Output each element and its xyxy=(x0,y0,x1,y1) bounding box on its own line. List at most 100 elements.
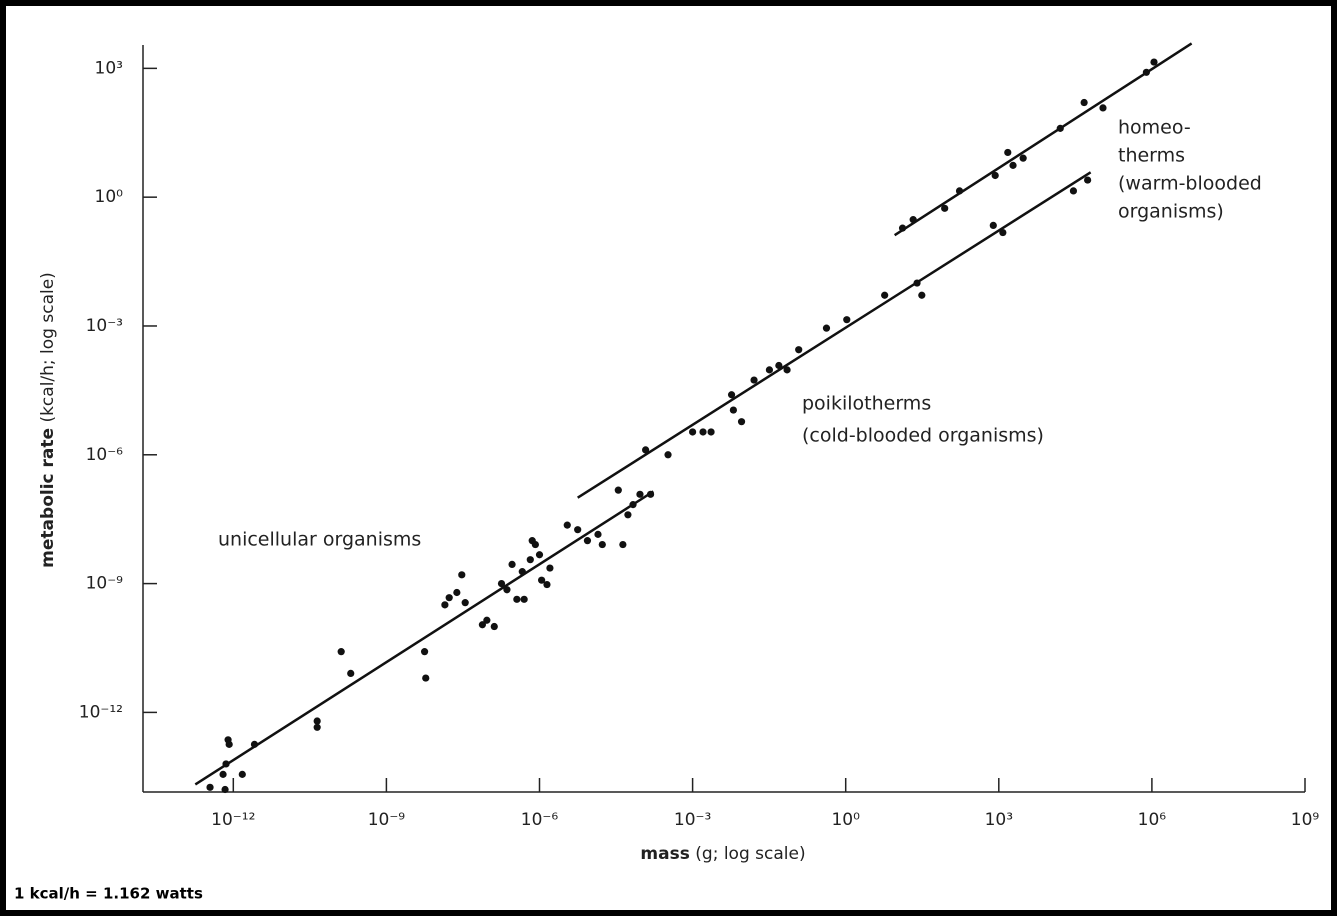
data-point xyxy=(956,187,963,194)
data-point xyxy=(594,531,601,538)
data-point xyxy=(707,428,714,435)
x-tick-label: 10⁶ xyxy=(1138,810,1167,830)
data-point xyxy=(999,229,1006,236)
data-point xyxy=(689,428,696,435)
data-point xyxy=(699,428,706,435)
x-tick-label: 10⁻¹² xyxy=(211,810,255,830)
data-point xyxy=(636,491,643,498)
data-point xyxy=(1081,99,1088,106)
data-point xyxy=(239,771,246,778)
annotation: organisms) xyxy=(1118,201,1224,223)
data-point xyxy=(521,596,528,603)
data-point xyxy=(458,571,465,578)
x-tick-label: 10³ xyxy=(985,810,1013,830)
data-point xyxy=(446,594,453,601)
data-point xyxy=(519,568,526,575)
y-tick-label: 10⁻⁹ xyxy=(86,574,124,594)
x-tick-label: 10⁻³ xyxy=(674,810,711,830)
x-tick-label: 10⁰ xyxy=(831,810,860,830)
data-point xyxy=(347,670,354,677)
data-point xyxy=(730,406,737,413)
data-point xyxy=(647,491,654,498)
data-point xyxy=(453,589,460,596)
data-point xyxy=(527,556,534,563)
data-point xyxy=(881,292,888,299)
data-point xyxy=(913,279,920,286)
x-tick-label: 10⁹ xyxy=(1291,810,1320,830)
data-point xyxy=(251,741,258,748)
data-point xyxy=(615,487,622,494)
data-point xyxy=(843,316,850,323)
y-tick-label: 10⁻¹² xyxy=(79,702,123,722)
data-point xyxy=(421,648,428,655)
y-tick-label: 10⁰ xyxy=(95,187,124,207)
data-point xyxy=(221,786,228,793)
data-point xyxy=(422,674,429,681)
data-point xyxy=(498,580,505,587)
data-point xyxy=(532,541,539,548)
x-tick-label: 10⁻⁶ xyxy=(521,810,559,830)
data-point xyxy=(783,366,790,373)
data-point xyxy=(206,784,213,791)
data-point xyxy=(910,216,917,223)
data-point xyxy=(1070,187,1077,194)
y-label-main: metabolic rate xyxy=(38,428,58,568)
data-point xyxy=(462,599,469,606)
data-point xyxy=(664,451,671,458)
data-point xyxy=(642,446,649,453)
data-point xyxy=(314,724,321,731)
data-point xyxy=(738,418,745,425)
y-tick-label: 10⁻³ xyxy=(86,316,123,336)
data-point xyxy=(1004,149,1011,156)
data-point xyxy=(564,522,571,529)
chart: metabolic rate (kcal/h; log scale) mass … xyxy=(6,6,1331,910)
fit-line xyxy=(578,172,1091,497)
y-tick-label: 10³ xyxy=(95,58,123,78)
data-point xyxy=(1150,58,1157,65)
data-point xyxy=(624,511,631,518)
data-point xyxy=(543,581,550,588)
data-point xyxy=(599,541,606,548)
x-label-unit: (g; log scale) xyxy=(695,844,805,864)
annotation: therms xyxy=(1118,145,1185,167)
annotation: homeo- xyxy=(1118,117,1191,139)
data-point xyxy=(795,346,802,353)
data-point xyxy=(513,596,520,603)
data-point xyxy=(1084,176,1091,183)
data-point xyxy=(775,362,782,369)
x-tick-label: 10⁻⁹ xyxy=(368,810,406,830)
data-point xyxy=(629,501,636,508)
data-point xyxy=(546,564,553,571)
data-point xyxy=(574,526,581,533)
data-point xyxy=(766,366,773,373)
data-point xyxy=(918,292,925,299)
data-point xyxy=(750,376,757,383)
data-point xyxy=(508,561,515,568)
data-point xyxy=(219,771,226,778)
annotation: (cold-blooded organisms) xyxy=(802,425,1044,447)
data-point xyxy=(823,325,830,332)
data-point xyxy=(584,537,591,544)
data-point xyxy=(222,760,229,767)
x-axis-label: mass (g; log scale) xyxy=(640,844,805,864)
data-point xyxy=(491,623,498,630)
data-point xyxy=(226,741,233,748)
data-point xyxy=(1057,125,1064,132)
y-tick-label: 10⁻⁶ xyxy=(86,445,124,465)
annotation: unicellular organisms xyxy=(218,529,421,551)
data-point xyxy=(441,601,448,608)
data-point xyxy=(1143,69,1150,76)
y-label-unit: (kcal/h; log scale) xyxy=(38,272,58,422)
data-point xyxy=(728,391,735,398)
data-point xyxy=(990,222,997,229)
data-point xyxy=(619,541,626,548)
x-label-main: mass xyxy=(640,844,689,864)
frame: metabolic rate (kcal/h; log scale) mass … xyxy=(0,0,1337,916)
data-point xyxy=(992,172,999,179)
data-point xyxy=(483,617,490,624)
data-point xyxy=(314,717,321,724)
y-axis-label: metabolic rate (kcal/h; log scale) xyxy=(38,272,58,568)
data-point xyxy=(1099,104,1106,111)
data-point xyxy=(536,551,543,558)
footnote: 1 kcal/h = 1.162 watts xyxy=(14,885,203,903)
